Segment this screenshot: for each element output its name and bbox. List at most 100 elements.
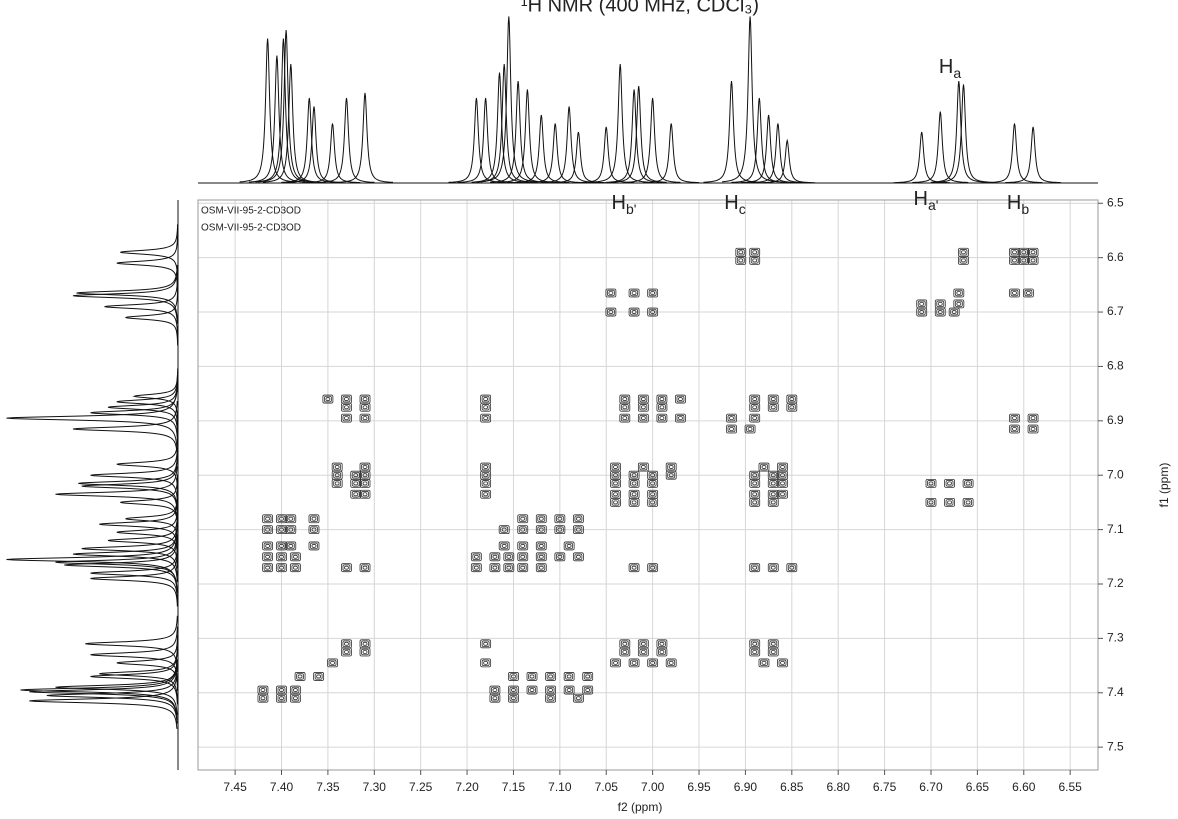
contour xyxy=(628,478,640,488)
contour xyxy=(582,685,594,695)
contour xyxy=(344,397,349,401)
contour xyxy=(752,405,758,410)
contour xyxy=(341,563,352,573)
contour xyxy=(750,249,759,256)
annotation-subscript: a xyxy=(953,65,961,81)
contour xyxy=(311,527,317,532)
contour xyxy=(639,395,648,403)
contour xyxy=(260,696,266,701)
contour xyxy=(937,301,943,306)
contour xyxy=(481,472,490,479)
contour xyxy=(481,659,490,667)
y-tick-label: 6.7 xyxy=(1107,304,1124,318)
contour xyxy=(640,465,646,469)
x-tick-label: 7.10 xyxy=(548,780,572,794)
contour xyxy=(622,650,628,654)
contour xyxy=(947,500,952,505)
contour xyxy=(291,564,300,571)
contour xyxy=(361,491,369,498)
y-tick-label: 7.0 xyxy=(1107,467,1124,481)
contour xyxy=(472,553,481,560)
contour xyxy=(504,553,513,560)
contour xyxy=(639,404,648,411)
contour xyxy=(1027,413,1039,423)
contour xyxy=(262,514,273,524)
contour xyxy=(1012,427,1017,431)
contour xyxy=(511,696,516,701)
contour xyxy=(749,413,761,423)
top-projection-peak xyxy=(740,114,797,183)
contour xyxy=(481,463,490,471)
contour xyxy=(620,395,629,403)
contour xyxy=(361,395,369,403)
top-projection-peak xyxy=(722,16,779,183)
contour xyxy=(622,405,628,410)
annotation-base: H xyxy=(914,188,928,210)
contour xyxy=(1024,289,1033,297)
contour xyxy=(1030,416,1036,421)
contour xyxy=(648,289,657,297)
contour xyxy=(557,554,563,559)
contour xyxy=(548,688,553,692)
contour xyxy=(770,397,776,401)
contour xyxy=(608,310,614,314)
contour xyxy=(277,553,286,560)
contour xyxy=(353,481,359,486)
contour xyxy=(778,491,787,498)
contour xyxy=(285,525,297,534)
contour xyxy=(608,291,614,295)
contour xyxy=(518,526,527,533)
contour xyxy=(665,470,677,480)
contour xyxy=(620,648,629,656)
contour xyxy=(611,499,620,506)
contour xyxy=(945,480,954,487)
contour xyxy=(780,481,785,486)
contour xyxy=(1018,255,1030,265)
contour xyxy=(750,257,759,264)
contour xyxy=(279,565,284,570)
contour xyxy=(1012,250,1017,255)
contour xyxy=(630,499,638,506)
contour xyxy=(758,658,770,668)
contour xyxy=(483,405,489,410)
top-projection-peak xyxy=(471,72,528,183)
contour xyxy=(342,564,351,571)
contour xyxy=(769,472,778,479)
contour xyxy=(965,481,971,486)
contour xyxy=(537,526,546,533)
contour xyxy=(361,640,369,648)
contour xyxy=(353,473,359,478)
contour xyxy=(501,544,507,548)
contour xyxy=(752,250,758,255)
contour xyxy=(362,650,368,654)
contour xyxy=(263,553,272,560)
contour xyxy=(262,552,273,562)
contour xyxy=(331,478,343,488)
contour xyxy=(517,541,529,551)
contour xyxy=(506,554,512,559)
contour xyxy=(780,660,785,665)
contour xyxy=(611,463,620,471)
contour xyxy=(310,542,318,550)
contour xyxy=(1010,289,1019,297)
contour xyxy=(628,288,640,298)
contour xyxy=(1021,250,1027,255)
peak-annotation: Hb' xyxy=(612,192,637,216)
contour xyxy=(640,416,646,421)
contour xyxy=(668,660,674,665)
contour xyxy=(350,489,362,499)
contour xyxy=(736,249,745,256)
contour xyxy=(944,478,955,488)
contour xyxy=(678,397,683,401)
contour xyxy=(780,492,785,497)
contour xyxy=(639,463,648,471)
contour xyxy=(637,647,649,657)
contour xyxy=(1029,257,1037,264)
x-tick-label: 6.65 xyxy=(966,780,990,794)
contour xyxy=(359,647,371,657)
contour xyxy=(555,553,564,560)
contour xyxy=(1021,258,1027,263)
contour xyxy=(554,552,566,562)
contour xyxy=(548,674,553,679)
